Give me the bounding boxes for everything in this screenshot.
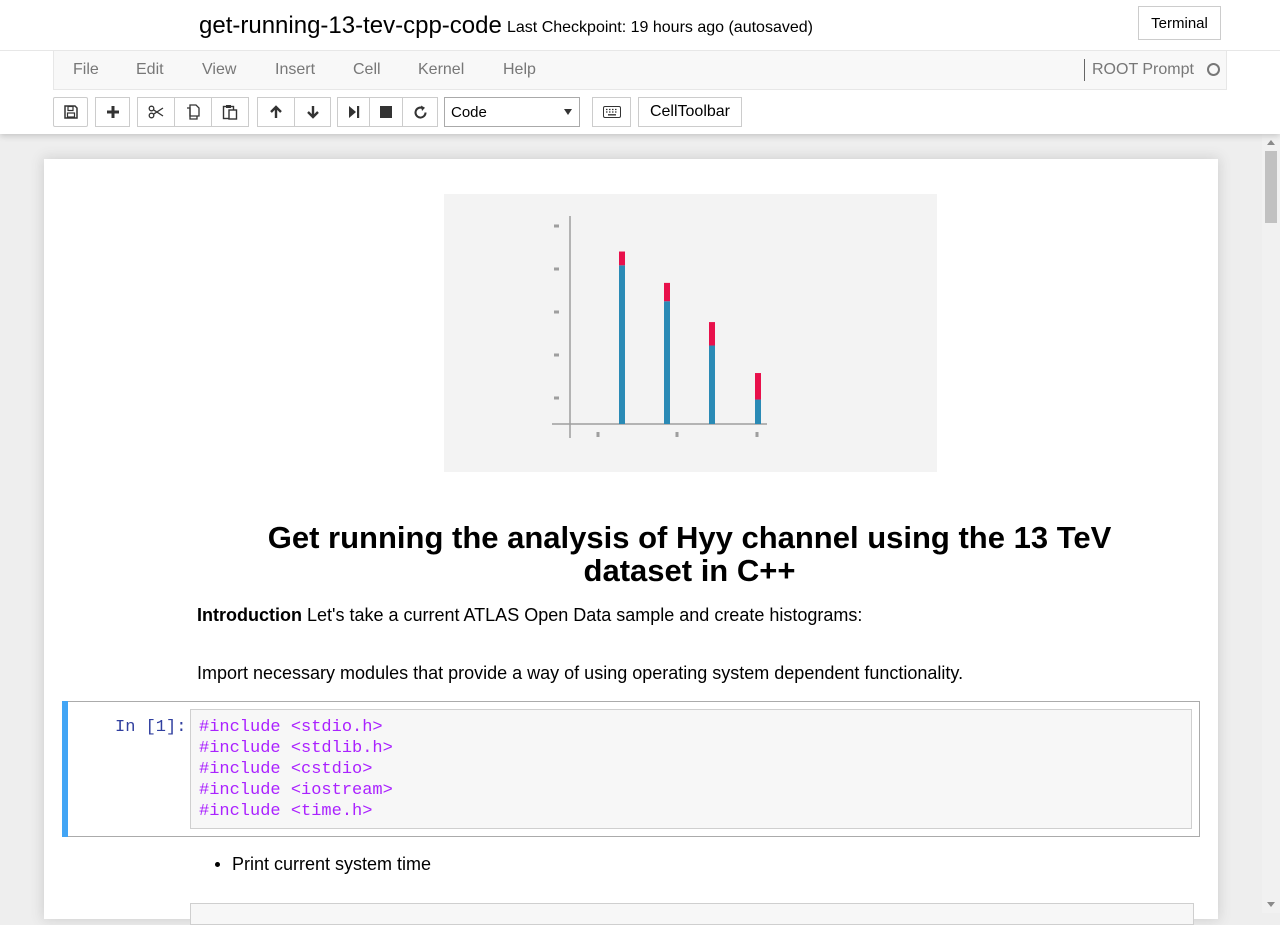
scroll-thumb[interactable] xyxy=(1265,151,1277,223)
paste-button[interactable] xyxy=(211,97,249,127)
add-icon xyxy=(106,106,119,118)
notebook-header: get-running-13-tev-cpp-code Last Checkpo… xyxy=(0,0,1280,134)
code-line: #include <stdlib.h> xyxy=(199,739,393,758)
cut-icon xyxy=(148,105,164,119)
terminal-button[interactable]: Terminal xyxy=(1138,6,1221,40)
histogram-bar-top xyxy=(709,322,715,346)
notebook-title[interactable]: get-running-13-tev-cpp-code xyxy=(199,12,502,39)
header-divider xyxy=(0,50,1280,51)
histogram-bar-bottom xyxy=(619,265,625,424)
import-paragraph: Import necessary modules that provide a … xyxy=(197,663,964,683)
save-icon xyxy=(63,105,78,119)
menu-help[interactable]: Help xyxy=(503,61,536,78)
page-title: Get running the analysis of Hyy channel … xyxy=(267,520,1112,588)
paste-icon xyxy=(222,105,238,120)
page-scrollbar[interactable] xyxy=(1262,134,1280,913)
list-item: Print current system time xyxy=(232,854,432,874)
kernel-separator xyxy=(1084,59,1085,81)
histogram-illustration xyxy=(552,216,767,438)
insert-cell-button[interactable] xyxy=(95,97,130,127)
command-palette-button[interactable] xyxy=(592,97,631,127)
code-cell[interactable]: In [1]: #include <stdio.h> #include <std… xyxy=(62,701,1200,837)
move-down-button[interactable] xyxy=(294,97,331,127)
menu-kernel[interactable]: Kernel xyxy=(418,61,465,78)
kernel-idle-icon xyxy=(1207,63,1220,76)
next-code-editor[interactable] xyxy=(190,903,1194,925)
input-prompt: In [1]: xyxy=(115,718,187,737)
notebook-container: Get running the analysis of Hyy channel … xyxy=(44,159,1218,925)
cell-type-select[interactable]: Code xyxy=(444,97,580,127)
header-image xyxy=(444,194,937,472)
copy-icon xyxy=(187,104,200,120)
intro-label: Introduction xyxy=(197,605,302,625)
bullet-marker xyxy=(215,862,220,867)
menu-view[interactable]: View xyxy=(202,61,237,78)
arrow-up-icon xyxy=(270,105,282,118)
code-line: #include <stdio.h> xyxy=(199,718,383,737)
arrow-down-icon xyxy=(306,106,319,119)
restart-button[interactable] xyxy=(402,97,438,127)
scroll-down-icon[interactable] xyxy=(1267,902,1275,907)
code-line: #include <cstdio> xyxy=(199,760,373,779)
scroll-up-icon[interactable] xyxy=(1267,140,1275,145)
copy-button[interactable] xyxy=(174,97,212,127)
code-line: #include <time.h> xyxy=(199,802,373,821)
menu-file[interactable]: File xyxy=(73,61,99,78)
menu-cell[interactable]: Cell xyxy=(353,61,381,78)
code-editor[interactable]: #include <stdio.h> #include <stdlib.h> #… xyxy=(190,709,1192,829)
histogram-bar-bottom xyxy=(709,345,715,424)
keyboard-icon xyxy=(602,106,621,118)
chevron-down-icon xyxy=(564,109,572,115)
histogram-bar-bottom xyxy=(664,301,670,424)
run-button[interactable] xyxy=(337,97,370,127)
stop-icon xyxy=(380,106,392,118)
histogram-bar-top xyxy=(755,373,761,400)
histogram-bar-top xyxy=(664,282,670,302)
cell-type-value: Code xyxy=(451,103,487,121)
menubar: File Edit View Insert Cell Kernel Help R… xyxy=(53,51,1227,90)
intro-text: Let's take a current ATLAS Open Data sam… xyxy=(301,605,863,625)
menu-insert[interactable]: Insert xyxy=(275,61,316,78)
celltoolbar-button[interactable]: CellToolbar xyxy=(638,97,742,127)
kernel-name[interactable]: ROOT Prompt xyxy=(1092,61,1194,78)
move-up-button[interactable] xyxy=(257,97,295,127)
save-button[interactable] xyxy=(53,97,88,127)
histogram-bar-bottom xyxy=(755,399,761,424)
checkpoint-status: Last Checkpoint: 19 hours ago (autosaved… xyxy=(507,19,813,36)
menu-edit[interactable]: Edit xyxy=(136,61,164,78)
interrupt-button[interactable] xyxy=(369,97,403,127)
bullet-list: Print current system time xyxy=(215,854,432,875)
code-line: #include <iostream> xyxy=(199,781,393,800)
restart-icon xyxy=(414,105,427,119)
intro-paragraph: Introduction Let's take a current ATLAS … xyxy=(197,605,862,626)
run-icon xyxy=(348,106,359,118)
cell-selected-indicator xyxy=(62,701,68,837)
cut-button[interactable] xyxy=(137,97,175,127)
histogram-bar-top xyxy=(619,251,625,266)
